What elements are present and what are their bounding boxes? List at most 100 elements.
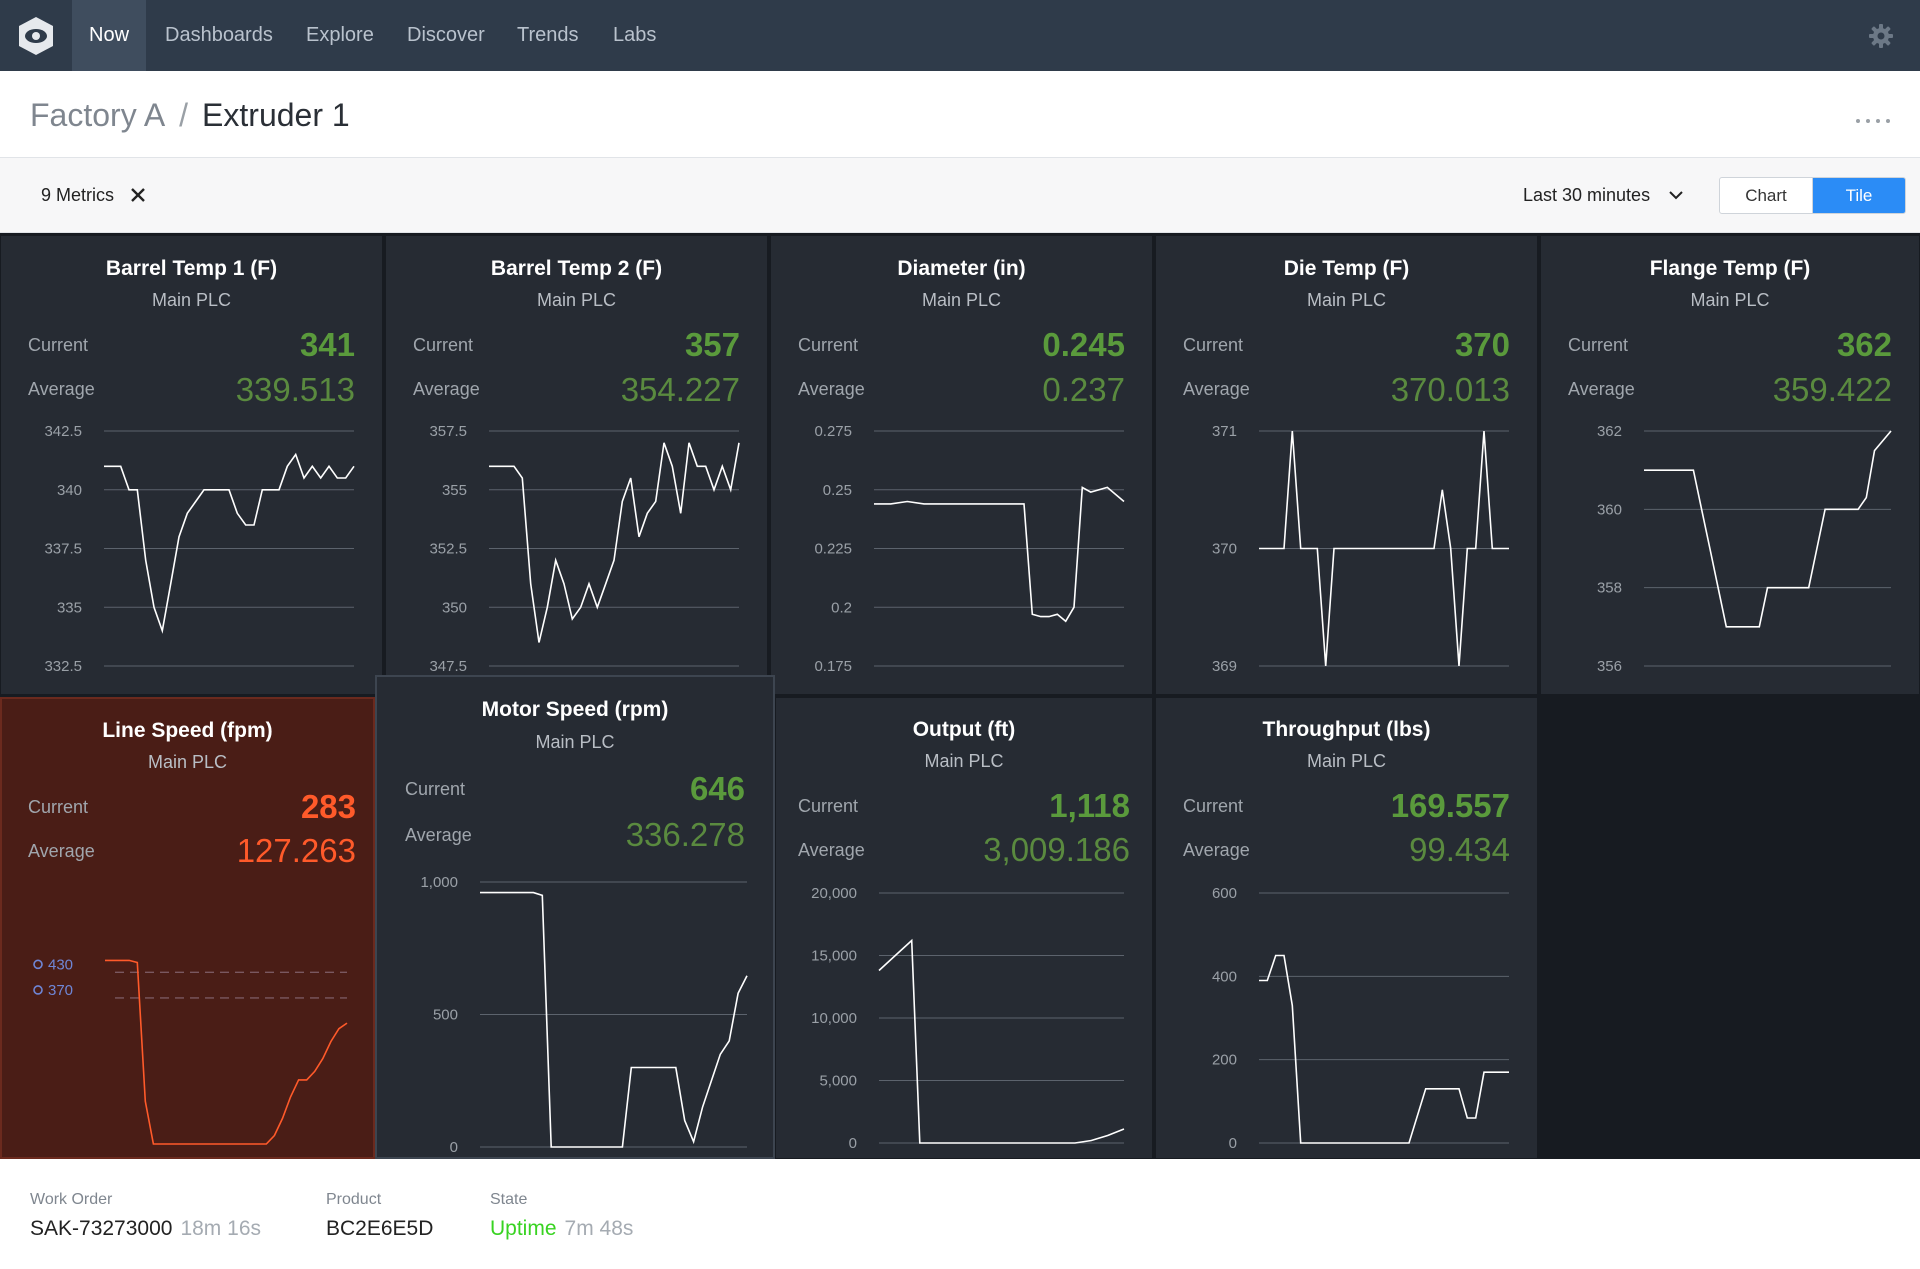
breadcrumb-separator: / [179,97,189,133]
metric-tile-diameter[interactable]: Diameter (in) Main PLC Current 0.245 Ave… [770,235,1153,695]
y-tick-label: 10,000 [811,1010,857,1027]
view-toggle: Chart Tile [1719,177,1906,214]
nav-discover[interactable]: Discover [407,24,485,46]
more-options-icon[interactable] [1856,119,1890,125]
product-value[interactable]: BC2E6E5D [326,1217,434,1240]
y-tick-label: 362 [1597,423,1622,440]
threshold-label: 370 [48,982,73,999]
state-value: Uptime [490,1217,557,1240]
sparkline-chart: 430 370 [33,956,348,1145]
metric-tile-output[interactable]: Output (ft) Main PLC Current 1,118 Avera… [775,697,1153,1159]
work-order-value[interactable]: SAK-73273000 [30,1217,173,1240]
product-label: Product [326,1191,382,1208]
series-line [1259,954,1509,1144]
series-line [105,959,348,1145]
nav-now[interactable]: Now [72,0,147,71]
sparkline-chart: 600 400 200 0 [1212,885,1509,1152]
sparkline-chart: 342.5 340 337.5 335 332.5 [44,423,355,675]
nav-dashboards[interactable]: Dashboards [165,24,273,46]
time-range-dropdown[interactable]: Last 30 minutes [1523,185,1651,205]
tile-title: Barrel Temp 1 (F) [105,257,278,280]
tile-title: Barrel Temp 2 (F) [490,257,663,280]
y-tick-label: 15,000 [811,948,857,965]
average-value: 99.434 [1409,831,1510,868]
sparkline-chart: 20,000 15,000 10,000 5,000 0 [811,885,1125,1152]
metric-tile-motor-speed[interactable]: Motor Speed (rpm) Main PLC Current 646 A… [375,675,775,1159]
tile-source: Main PLC [535,732,615,752]
breadcrumb-parent[interactable]: Factory A [30,97,166,133]
current-value: 341 [299,326,355,363]
y-tick-label: 370 [1212,541,1237,558]
breadcrumb: Factory A / Extruder 1 [30,95,350,135]
page-title: Extruder 1 [202,97,350,133]
metric-tile-line-speed[interactable]: Line Speed (fpm) Main PLC Current 283 Av… [0,697,375,1159]
series-line [104,452,355,634]
average-label: Average [1568,379,1635,399]
close-icon[interactable] [128,185,148,205]
tile-source: Main PLC [536,290,617,310]
metric-tile-grid: Barrel Temp 1 (F) Main PLC Current 341 A… [0,233,1920,1159]
series-line [874,486,1125,623]
metric-tile-die-temp[interactable]: Die Temp (F) Main PLC Current 370 Averag… [1155,235,1538,695]
nav-explore[interactable]: Explore [306,24,374,46]
tile-title: Die Temp (F) [1283,257,1410,280]
metric-tile-throughput[interactable]: Throughput (lbs) Main PLC Current 169.55… [1155,697,1538,1159]
y-tick-label: 0.225 [814,541,852,558]
y-tick-label: 0.275 [814,423,852,440]
y-tick-label: 500 [433,1007,458,1024]
average-label: Average [798,840,865,860]
average-label: Average [1183,379,1250,399]
tile-source: Main PLC [147,752,228,772]
average-value: 3,009.186 [983,831,1130,868]
metric-tile-barrel-temp-2[interactable]: Barrel Temp 2 (F) Main PLC Current 357 A… [385,235,768,695]
y-tick-label: 360 [1597,501,1622,518]
y-tick-label: 347.5 [429,658,467,675]
view-chart-button[interactable]: Chart [1720,178,1813,213]
threshold-marker-icon [33,959,43,970]
series-line [878,938,1125,1144]
y-tick-label: 358 [1597,580,1622,597]
current-value: 362 [1836,326,1892,363]
work-order-section: Work Order SAK-73273000 18m 16s [30,1190,261,1244]
chevron-down-icon[interactable] [1668,189,1684,201]
nav-trends[interactable]: Trends [517,24,579,46]
y-tick-label: 340 [57,482,82,499]
average-label: Average [798,379,865,399]
y-tick-label: 371 [1212,423,1237,440]
state-label: State [490,1191,528,1208]
average-value: 370.013 [1390,371,1510,408]
metric-tile-barrel-temp-1[interactable]: Barrel Temp 1 (F) Main PLC Current 341 A… [0,235,383,695]
current-value: 283 [300,788,356,825]
average-value: 359.422 [1772,371,1892,408]
average-label: Average [1183,840,1250,860]
y-tick-label: 332.5 [44,658,82,675]
current-label: Current [1568,335,1629,355]
threshold-marker-icon [33,985,43,995]
average-value: 339.513 [235,371,355,408]
tile-source: Main PLC [1306,751,1387,771]
y-tick-label: 600 [1212,885,1237,902]
y-tick-label: 357.5 [429,423,467,440]
nav-labs[interactable]: Labs [613,24,657,46]
y-tick-label: 337.5 [44,541,82,558]
view-tile-button[interactable]: Tile [1813,178,1905,213]
gear-icon[interactable] [1868,23,1894,49]
current-label: Current [28,335,89,355]
work-order-elapsed: 18m 16s [180,1217,261,1240]
tile-source: Main PLC [1306,290,1387,310]
y-tick-label: 355 [442,482,467,499]
y-tick-label: 200 [1212,1052,1237,1069]
tile-source: Main PLC [1690,290,1770,310]
metric-tile-flange-temp[interactable]: Flange Temp (F) Main PLC Current 362 Ave… [1540,235,1920,695]
app-logo-icon[interactable] [0,0,72,71]
y-tick-label: 369 [1212,658,1237,675]
current-label: Current [798,796,859,816]
tile-title: Output (ft) [912,718,1016,741]
tile-title: Diameter (in) [897,257,1026,280]
current-label: Current [798,335,859,355]
state-section: State Uptime 7m 48s [490,1190,633,1244]
metrics-count: 9 Metrics [41,185,115,205]
product-section: Product BC2E6E5D [326,1190,433,1244]
y-tick-label: 1,000 [420,874,458,891]
threshold-label: 430 [48,956,73,973]
